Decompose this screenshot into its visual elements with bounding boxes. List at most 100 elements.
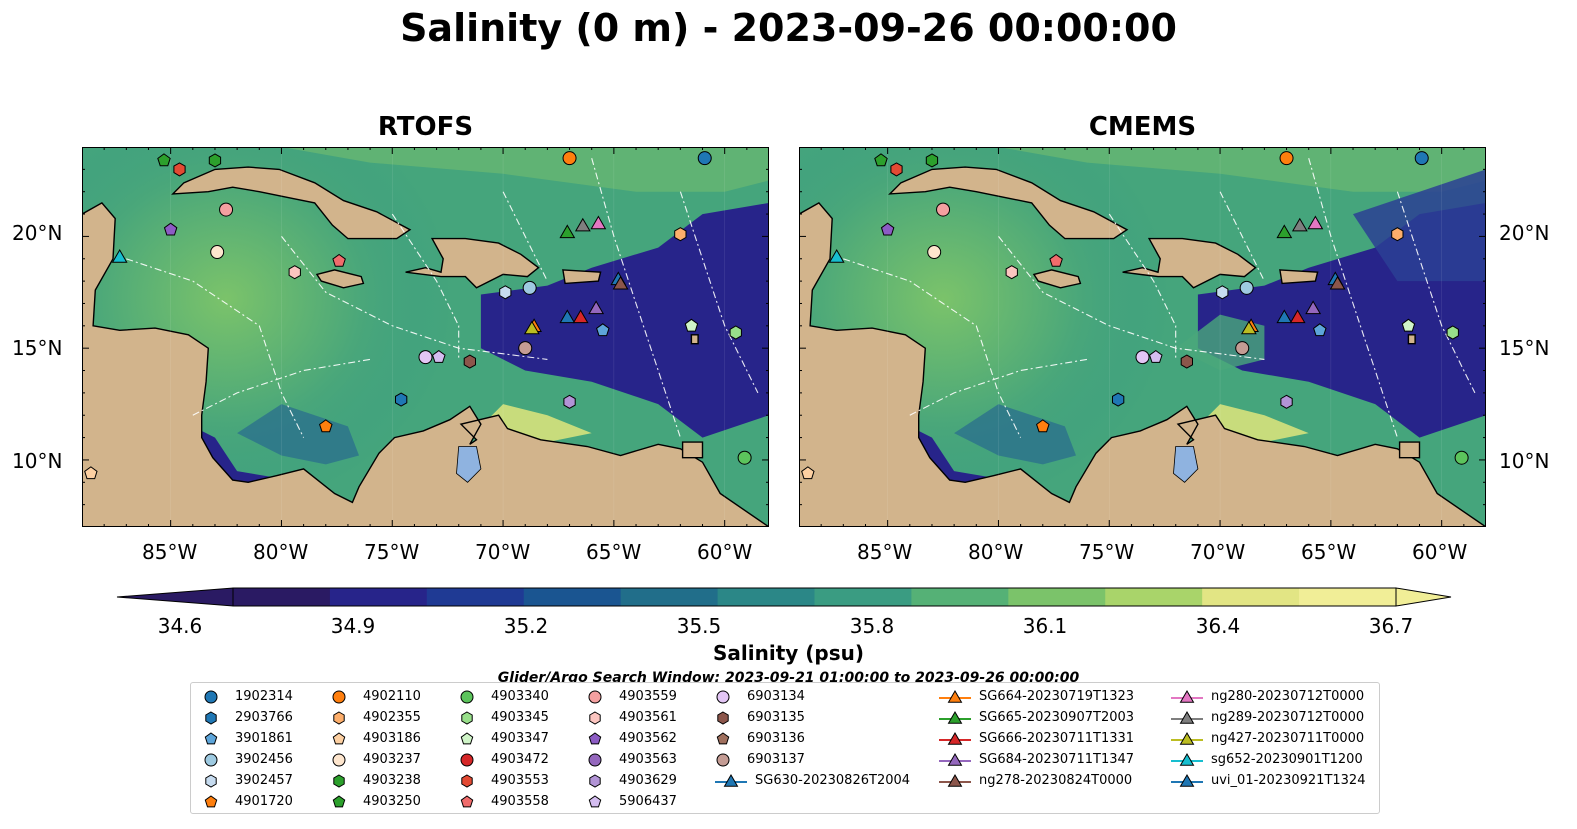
legend-symbol <box>723 774 739 787</box>
lon-tick-label: 80°W <box>253 540 309 564</box>
data-point-4903345 <box>729 325 742 340</box>
legend-marker <box>939 774 971 787</box>
legend-marker <box>333 711 345 725</box>
lon-tick-label: 85°W <box>142 540 198 564</box>
colorbar-segment <box>814 588 912 606</box>
legend-label: SG664-20230719T1323 <box>979 689 1135 704</box>
legend-marker <box>716 753 730 767</box>
colorbar-segment <box>233 588 331 606</box>
eez-boundary <box>126 258 305 438</box>
data-point-SG684-20230711T1347 <box>1305 300 1322 315</box>
legend-symbol <box>947 732 963 745</box>
data-point-6903134 <box>418 350 433 365</box>
colorbar-segment <box>523 588 622 606</box>
legend-marker <box>332 795 346 808</box>
legend-label: 4903347 <box>491 731 549 746</box>
data-point-3902456 <box>1239 280 1254 295</box>
panel-title-cmems: CMEMS <box>1088 112 1197 142</box>
data-point-6903137 <box>518 341 533 356</box>
legend-marker <box>332 753 346 767</box>
data-point-3902457 <box>1216 285 1229 300</box>
colorbar-segment <box>1202 588 1300 606</box>
data-point-4903553 <box>173 162 186 177</box>
legend-marker <box>588 690 602 704</box>
lon-tick-label: 85°W <box>857 540 913 564</box>
legend-marker <box>204 690 218 704</box>
ocean-eddy <box>1175 314 1265 371</box>
map-panel-rtofs <box>82 147 769 527</box>
data-point-4903629 <box>563 394 576 409</box>
colorbar-tick: 36.7 <box>1368 614 1414 638</box>
legend-symbol <box>460 753 474 767</box>
legend-marker <box>333 774 345 788</box>
data-point-1902314 <box>697 151 712 166</box>
legend-label: 4903250 <box>363 794 421 809</box>
legend-symbol <box>205 774 217 788</box>
lon-tick-label: 65°W <box>586 540 642 564</box>
data-point-4903562 <box>163 222 178 236</box>
legend-symbol <box>1179 732 1195 745</box>
legend-symbol <box>332 690 346 704</box>
lat-tick-label: 20°N <box>1499 221 1550 245</box>
colorbar-tick: 34.9 <box>330 614 376 638</box>
land-cuba <box>171 166 412 240</box>
colorbar-tick: 36.4 <box>1195 614 1241 638</box>
legend-marker <box>205 774 217 788</box>
ocean-low-salinity-north <box>1353 169 1486 282</box>
legend-symbol <box>332 795 346 808</box>
legend-marker <box>588 732 602 745</box>
legend-label: 4903562 <box>619 731 677 746</box>
data-point-SG630-20230826T2004 <box>559 309 576 324</box>
colorbar-tick: 35.5 <box>676 614 722 638</box>
colorbar-segment <box>1008 588 1106 606</box>
legend-label: 4903472 <box>491 752 549 767</box>
data-point-4903558 <box>332 253 346 267</box>
data-point-4903250 <box>874 153 888 167</box>
data-point-ng289-20230712T0000 <box>574 217 591 232</box>
land-trinidad <box>681 441 704 459</box>
colorbar-label: Salinity (psu) <box>712 641 864 665</box>
legend-symbol <box>204 690 218 704</box>
eez-boundary <box>909 358 1088 416</box>
legend-label: uvi_01-20230921T1324 <box>1211 773 1366 788</box>
map-frame <box>799 147 1486 527</box>
legend-symbol <box>589 711 601 725</box>
data-point-ng427-20230711T0000 <box>523 320 540 335</box>
data-point-4903250 <box>157 153 171 167</box>
legend-symbol <box>204 753 218 767</box>
land-centralAm <box>799 202 1486 527</box>
eez-boundary <box>679 191 759 394</box>
data-point-3902457 <box>499 285 512 300</box>
lake-maracaibo <box>1173 446 1199 483</box>
legend-symbol <box>947 711 963 724</box>
data-point-6903135 <box>463 354 476 369</box>
legend-symbol <box>1179 753 1195 766</box>
legend-label: 1902314 <box>235 689 293 704</box>
data-point-4903559 <box>219 202 234 217</box>
data-point-4903559 <box>936 202 951 217</box>
legend-label: 4903561 <box>619 710 677 725</box>
data-point-4903238 <box>208 153 222 168</box>
legend-marker <box>1171 711 1203 724</box>
land-hispaniola <box>405 237 540 289</box>
data-point-3901861 <box>1313 323 1327 337</box>
legend-symbol <box>460 690 474 704</box>
legend-label: 4903237 <box>363 752 421 767</box>
map-frame <box>82 147 769 527</box>
legend-symbol <box>333 711 345 725</box>
colorbar-segment <box>717 588 815 606</box>
legend-marker <box>716 690 730 704</box>
lake-maracaibo <box>456 446 482 483</box>
data-point-4903340 <box>737 450 752 465</box>
data-point-4903238 <box>925 153 939 168</box>
data-point-sg652-20230901T1200 <box>828 249 845 263</box>
legend-label: 2903766 <box>235 710 293 725</box>
legend-marker <box>204 753 218 767</box>
legend-marker <box>205 711 217 725</box>
legend-label: 3902457 <box>235 773 293 788</box>
colorbar <box>116 587 1452 607</box>
legend-symbol <box>588 732 602 745</box>
colorbar-extend-low <box>116 587 234 607</box>
legend-marker <box>939 711 971 724</box>
lon-tick-label: 65°W <box>1301 540 1357 564</box>
